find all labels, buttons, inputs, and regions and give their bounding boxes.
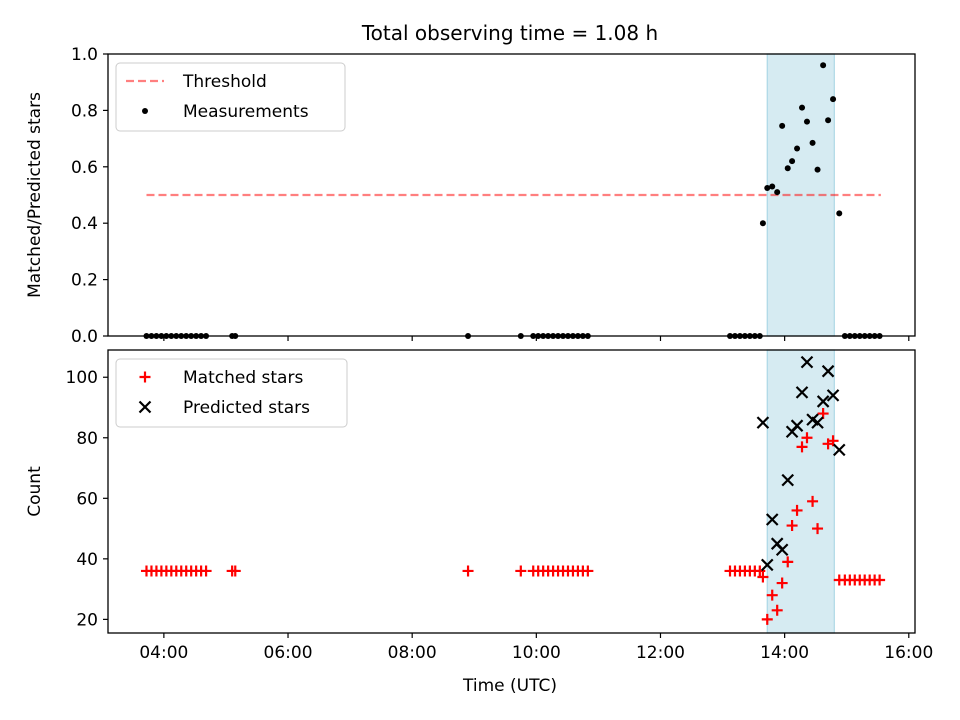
y-tick-label: 100: [66, 368, 98, 388]
y-tick-label: 60: [76, 489, 98, 509]
data-point-x: [756, 416, 770, 429]
x-tick-label: 16:00: [884, 643, 933, 663]
data-point-plus: [761, 613, 773, 625]
data-point-x: [811, 416, 824, 429]
data-point-dot: [789, 158, 796, 165]
legend-label: Matched stars: [183, 368, 303, 388]
data-point-dot: [809, 139, 816, 146]
y-tick-label: 80: [76, 429, 98, 449]
legend-box: [115, 62, 346, 132]
y-tick-label: 0.6: [71, 158, 98, 178]
data-point-x: [790, 419, 804, 432]
data-point-dot: [799, 104, 806, 111]
data-point-x: [781, 473, 795, 487]
data-point-dot: [794, 145, 801, 152]
data-point-plus: [582, 565, 594, 577]
data-point-dot: [764, 184, 771, 191]
data-point-x: [760, 558, 774, 572]
data-point-plus: [776, 577, 788, 589]
legend-label: Predicted stars: [183, 398, 310, 418]
data-point-plus: [791, 504, 803, 516]
data-point-dot: [814, 166, 821, 173]
data-point-plus: [462, 565, 474, 577]
data-point-x: [775, 543, 789, 557]
data-point-dot: [830, 96, 837, 103]
data-point-dot: [803, 118, 810, 125]
data-point-plus: [817, 408, 829, 420]
legend-box: [115, 358, 348, 428]
data-point-x: [832, 443, 846, 457]
data-point-dot: [836, 210, 843, 217]
x-tick-label: 12:00: [636, 643, 685, 663]
y-tick-label: 0.8: [71, 101, 98, 121]
data-point-dot: [825, 117, 832, 124]
chart-title: Total observing time = 1.08 h: [361, 21, 658, 45]
data-point-dot: [784, 165, 791, 172]
data-point-plus: [827, 435, 839, 447]
data-point-dot: [759, 220, 766, 227]
x-tick-label: 04:00: [139, 643, 188, 663]
x-tick-label: 14:00: [760, 643, 809, 663]
data-point-x: [795, 386, 809, 399]
data-point-plus: [229, 565, 241, 577]
legend-swatch-plus: [139, 371, 151, 383]
data-point-plus: [200, 565, 212, 577]
legend-swatch-x: [138, 400, 152, 414]
data-point-x: [826, 389, 840, 402]
y-tick-label: 20: [76, 610, 98, 630]
data-point-plus: [766, 589, 778, 601]
y-axis-label: Matched/Predicted stars: [25, 92, 45, 298]
data-point-plus: [807, 495, 819, 507]
y-tick-label: 0.4: [71, 214, 98, 234]
bottom-panel: 04:00 06:00 08:00 10:00 12:00 14:00 16:00 20 40 6…: [25, 349, 933, 663]
data-point-plus: [782, 556, 794, 568]
x-tick-label: 10:00: [512, 643, 561, 663]
data-point-plus: [757, 571, 769, 583]
data-point-plus: [771, 604, 783, 616]
x-tick-label: 06:00: [264, 643, 313, 663]
y-tick-label: 0.2: [71, 271, 98, 291]
y-tick-label: 40: [76, 550, 98, 570]
data-point-plus: [515, 565, 527, 577]
data-point-plus: [874, 574, 886, 586]
y-axis-label: Count: [25, 466, 45, 517]
data-point-dot: [820, 62, 827, 69]
x-axis-label: Time (UTC): [462, 676, 557, 696]
x-tick-label: 08:00: [388, 643, 437, 663]
data-point-x: [765, 513, 779, 526]
legend-swatch-dot: [142, 108, 148, 114]
data-point-dot: [779, 122, 786, 129]
y-tick-label: 0.0: [71, 327, 98, 347]
data-point-plus: [796, 441, 808, 453]
data-point-plus: [812, 523, 824, 535]
legend-label: Measurements: [183, 102, 309, 122]
legend-label: Threshold: [182, 72, 267, 92]
data-point-dot: [774, 189, 781, 196]
data-point-plus: [754, 565, 766, 577]
plot-frame: [107, 349, 916, 634]
data-point-x: [821, 364, 835, 378]
plot-frame: [107, 53, 916, 337]
data-point-plus: [786, 520, 798, 532]
data-point-x: [816, 395, 830, 408]
data-point-x: [800, 355, 814, 369]
data-point-plus: [801, 432, 813, 444]
y-tick-label: 1.0: [71, 45, 98, 65]
data-point-dot: [769, 183, 776, 190]
top-panel: 0.0 0.2 0.4 0.6 0.8 1.0 Matched/Predicted star…: [25, 45, 916, 347]
